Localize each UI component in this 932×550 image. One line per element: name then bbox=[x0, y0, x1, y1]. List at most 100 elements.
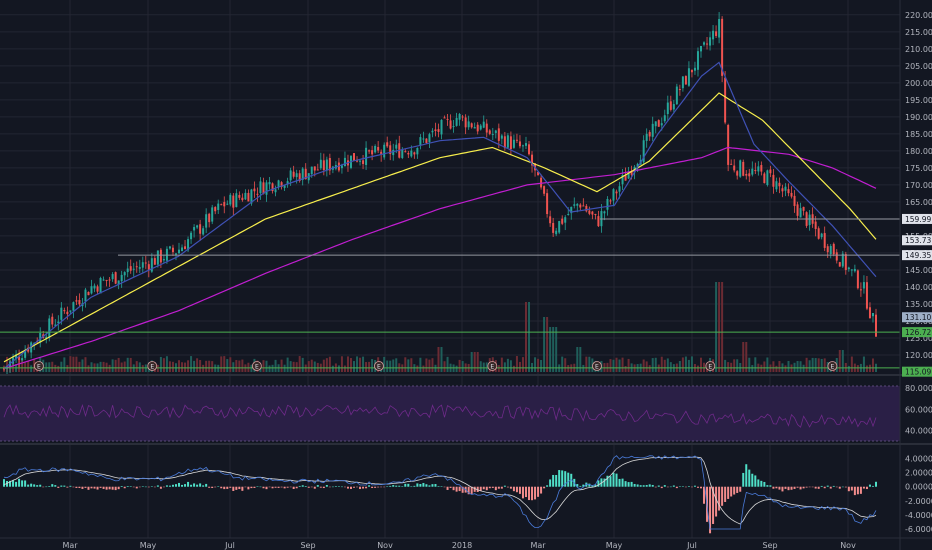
candle-body bbox=[597, 216, 600, 227]
candle-body bbox=[660, 123, 663, 126]
earnings-label: E bbox=[37, 364, 41, 371]
candle-body bbox=[612, 189, 615, 201]
macd-histogram-bar bbox=[775, 486, 778, 489]
volume-bar bbox=[108, 364, 111, 372]
rsi-tick-label: 80.0000 bbox=[905, 384, 932, 393]
macd-histogram-bar bbox=[576, 484, 579, 487]
volume-bar bbox=[473, 352, 476, 372]
candle-body bbox=[624, 174, 627, 181]
volume-bar bbox=[497, 365, 500, 372]
volume-bar bbox=[111, 359, 114, 372]
volume-bar bbox=[289, 361, 292, 372]
macd-pane[interactable] bbox=[3, 455, 877, 534]
volume-bar bbox=[265, 360, 268, 372]
macd-histogram-bar bbox=[202, 485, 205, 487]
candle-body bbox=[733, 165, 736, 171]
macd-histogram-bar bbox=[537, 486, 540, 497]
candle-body bbox=[570, 206, 573, 214]
time-axis[interactable]: Mar May Jul Sep Nov 2018 Mar May Jul Sep Nov bbox=[62, 541, 856, 550]
macd-histogram-bar bbox=[419, 483, 422, 487]
candle-body bbox=[250, 189, 253, 204]
earnings-icon bbox=[374, 361, 384, 371]
macd-histogram-bar bbox=[603, 478, 606, 487]
candle-body bbox=[518, 141, 521, 147]
candle-body bbox=[289, 170, 292, 181]
macd-histogram-bar bbox=[232, 486, 235, 491]
price-tick-label: 145.00 bbox=[905, 266, 932, 275]
candle-body bbox=[549, 216, 552, 224]
macd-histogram-bar bbox=[235, 486, 238, 490]
volume-bar bbox=[114, 359, 117, 372]
price-tag-label: 149.35 bbox=[905, 251, 931, 260]
candle-body bbox=[675, 86, 678, 105]
price-axis[interactable]: 220.00 215.00 210.00 205.00 200.00 195.00 190.… bbox=[905, 11, 932, 360]
candle-body bbox=[509, 136, 512, 150]
candle-body bbox=[404, 151, 407, 153]
candle-body bbox=[380, 151, 383, 155]
rsi-pane[interactable] bbox=[0, 385, 900, 442]
macd-histogram-bar bbox=[69, 485, 72, 487]
candle-body bbox=[718, 19, 721, 38]
time-tick-label: Jul bbox=[224, 541, 235, 550]
volume-bar bbox=[63, 357, 66, 372]
candle-body bbox=[615, 191, 618, 194]
volume-bar bbox=[766, 357, 769, 372]
macd-histogram-bar bbox=[696, 486, 699, 488]
macd-histogram-bar bbox=[159, 486, 162, 489]
volume-bar bbox=[618, 359, 621, 372]
macd-histogram-bar bbox=[687, 486, 690, 487]
macd-histogram-bar bbox=[871, 485, 874, 487]
candle-body bbox=[648, 132, 651, 137]
candle-body bbox=[808, 214, 811, 226]
volume-bar bbox=[353, 361, 356, 372]
candle-body bbox=[506, 135, 509, 148]
candle-body bbox=[672, 104, 675, 110]
macd-tick-label: 4.0000 bbox=[905, 455, 932, 464]
candle-body bbox=[573, 204, 576, 206]
macd-histogram-bar bbox=[458, 486, 461, 492]
candle-body bbox=[319, 159, 322, 169]
macd-histogram-bar bbox=[811, 486, 814, 488]
macd-histogram-bar bbox=[12, 480, 15, 487]
candle-body bbox=[419, 137, 422, 146]
macd-histogram-bar bbox=[555, 474, 558, 487]
price-tick-label: 170.00 bbox=[905, 181, 932, 190]
candle-body bbox=[362, 160, 365, 164]
volume-bar bbox=[301, 357, 304, 372]
volume-bar bbox=[696, 365, 699, 372]
candle-body bbox=[374, 145, 377, 153]
macd-histogram-bar bbox=[564, 471, 567, 487]
candle-body bbox=[627, 171, 630, 179]
price-tick-label: 175.00 bbox=[905, 164, 932, 173]
volume-bar bbox=[485, 362, 488, 372]
candle-body bbox=[226, 203, 229, 205]
macd-axis[interactable]: 4.0000 2.0000 0.0000 -2.0000 -4.0000 -6.0000 bbox=[905, 455, 932, 534]
candle-body bbox=[126, 268, 129, 273]
rsi-axis[interactable]: 80.0000 60.0000 40.0000 bbox=[905, 384, 932, 435]
candle-body bbox=[220, 204, 223, 206]
volume-bar bbox=[12, 361, 15, 372]
candle-body bbox=[763, 173, 766, 184]
macd-histogram-bar bbox=[524, 486, 527, 498]
ma-magenta-line bbox=[3, 146, 877, 370]
candle-body bbox=[72, 302, 75, 311]
candle-body bbox=[247, 192, 250, 202]
horizontal-levels[interactable] bbox=[0, 218, 900, 369]
macd-histogram-bar bbox=[805, 486, 808, 488]
candle-body bbox=[443, 117, 446, 119]
macd-histogram-bar bbox=[108, 486, 111, 490]
macd-histogram-bar bbox=[657, 485, 660, 487]
time-tick-label: Sep bbox=[762, 541, 777, 550]
volume-bar bbox=[534, 357, 537, 372]
candle-body bbox=[199, 224, 202, 234]
candle-body bbox=[57, 321, 60, 324]
volume-bar bbox=[736, 359, 739, 372]
candle-body bbox=[784, 186, 787, 191]
volume-bar bbox=[81, 359, 84, 372]
price-tick-label: 215.00 bbox=[905, 28, 932, 37]
candle-body bbox=[862, 282, 865, 289]
volume-bar bbox=[624, 365, 627, 372]
